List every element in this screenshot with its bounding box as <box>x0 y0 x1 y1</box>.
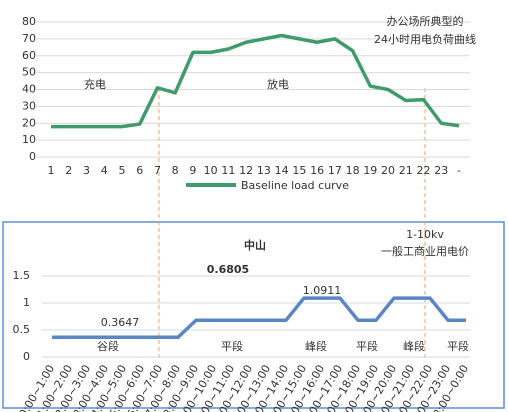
annotation: 办公场所典型的 <box>387 14 464 28</box>
y-tick-label: 1 <box>23 296 30 309</box>
y-tick-label: 70 <box>22 32 36 45</box>
annotation: 平段 <box>221 339 243 353</box>
x-tick-label: - <box>457 164 461 177</box>
x-tick-label: 15 <box>292 164 306 177</box>
x-tick-label: 3 <box>83 164 90 177</box>
y-tick-label: 50 <box>22 66 36 79</box>
x-tick-label: 22 <box>417 164 431 177</box>
x-tick-label: 11 <box>221 164 235 177</box>
annotation: 平段 <box>447 339 469 353</box>
annotation: 谷段 <box>97 339 119 353</box>
annotation: 平段 <box>356 339 378 353</box>
y-tick-label: 30 <box>22 99 36 112</box>
x-tick-label: 12 <box>239 164 253 177</box>
data-label: 0.3647 <box>101 316 140 329</box>
y-tick-label: 1.5 <box>13 269 31 282</box>
x-tick-label: 23 <box>434 164 448 177</box>
x-tick-label: 7 <box>154 164 161 177</box>
y-tick-label: 0.5 <box>13 323 31 336</box>
x-tick-label: 14 <box>275 164 289 177</box>
data-line <box>51 33 460 129</box>
annotation: 一般工商业用电价 <box>381 244 469 258</box>
annotation: 峰段 <box>403 339 425 353</box>
x-tick-label: 9 <box>189 164 196 177</box>
data-label: 0.6805 <box>207 263 249 276</box>
x-tick-label: 1 <box>48 164 55 177</box>
x-tick-label: 17 <box>328 164 342 177</box>
data-line <box>52 296 466 340</box>
x-tick-label: 19 <box>363 164 377 177</box>
x-tick-label: 16 <box>310 164 324 177</box>
x-tick-label: 4 <box>101 164 108 177</box>
x-tick-label: 5 <box>118 164 125 177</box>
x-tick-label: 2 <box>65 164 72 177</box>
panel-border <box>2 221 505 409</box>
y-tick-label: 0 <box>23 350 30 363</box>
annotation: 24小时用电负荷曲线 <box>374 32 476 46</box>
y-tick-label: 40 <box>22 83 36 96</box>
x-tick-label: 20 <box>381 164 395 177</box>
annotation: 峰段 <box>305 339 327 353</box>
annotation: 1-10kv <box>406 228 444 241</box>
y-tick-label: 60 <box>22 49 36 62</box>
x-tick-label: 8 <box>172 164 179 177</box>
x-tick-label: 13 <box>257 164 271 177</box>
annotation: 放电 <box>267 77 289 91</box>
y-tick-label: 0 <box>29 150 36 163</box>
y-tick-label: 20 <box>22 116 36 129</box>
x-tick-label: 18 <box>346 164 360 177</box>
x-tick-label: 10 <box>204 164 218 177</box>
chart-title: 中山 <box>244 238 266 252</box>
y-tick-label: 80 <box>22 15 36 28</box>
x-tick-label: 21 <box>399 164 413 177</box>
legend-label: Baseline load curve <box>241 179 349 192</box>
annotation: 充电 <box>84 77 106 91</box>
data-label: 1.0911 <box>303 284 342 297</box>
x-tick-label: 6 <box>136 164 143 177</box>
y-tick-label: 10 <box>22 133 36 146</box>
